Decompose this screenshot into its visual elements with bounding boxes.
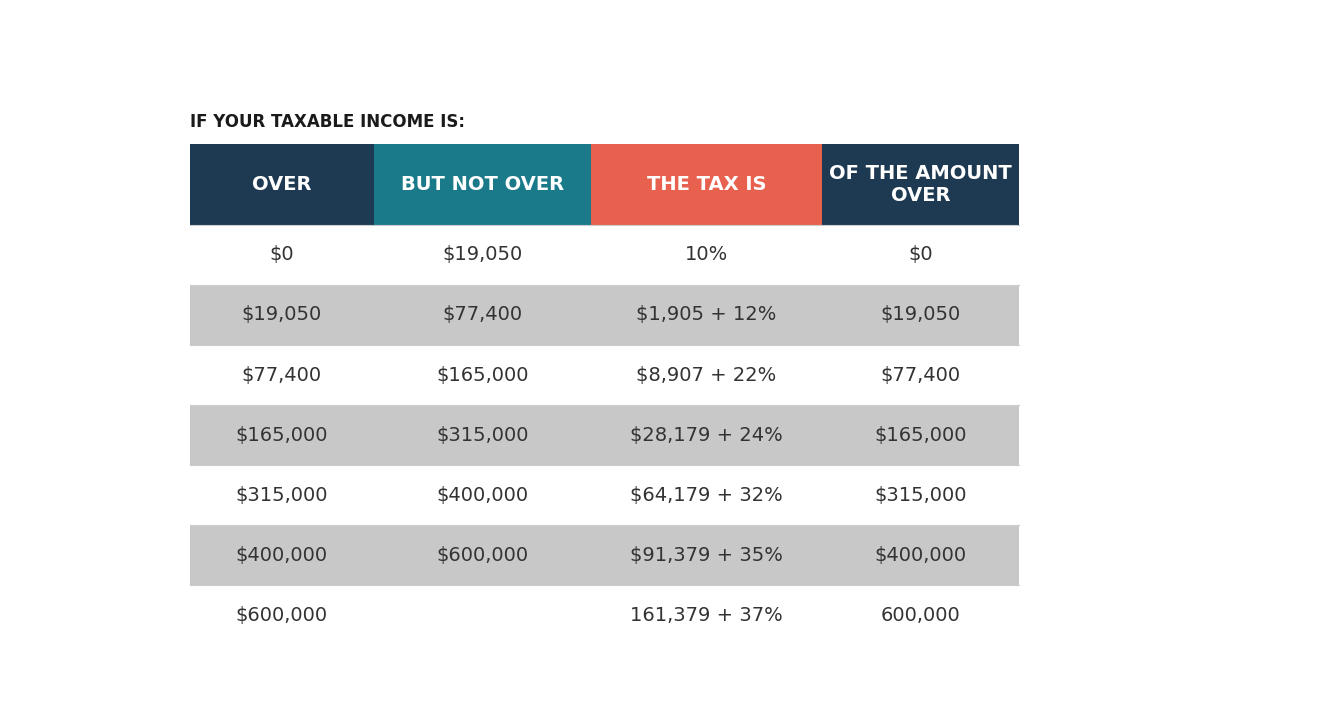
Text: 161,379 + 37%: 161,379 + 37% xyxy=(631,606,782,625)
Text: $400,000: $400,000 xyxy=(874,546,966,564)
Text: $64,179 + 32%: $64,179 + 32% xyxy=(631,485,782,505)
Text: $19,050: $19,050 xyxy=(443,245,523,265)
Text: BUT NOT OVER: BUT NOT OVER xyxy=(401,175,564,194)
Text: $165,000: $165,000 xyxy=(236,426,328,444)
Text: $0: $0 xyxy=(269,245,295,265)
Text: $400,000: $400,000 xyxy=(436,485,529,505)
Text: IF YOUR TAXABLE INCOME IS:: IF YOUR TAXABLE INCOME IS: xyxy=(189,113,465,132)
Text: OF THE AMOUNT
OVER: OF THE AMOUNT OVER xyxy=(829,164,1012,205)
Text: THE TAX IS: THE TAX IS xyxy=(647,175,766,194)
Bar xyxy=(189,225,1020,285)
Bar xyxy=(189,345,1020,405)
Text: $77,400: $77,400 xyxy=(880,365,961,385)
Text: $91,379 + 35%: $91,379 + 35% xyxy=(631,546,782,564)
Text: OVER: OVER xyxy=(252,175,312,194)
Text: $600,000: $600,000 xyxy=(436,546,529,564)
Text: 10%: 10% xyxy=(685,245,728,265)
Bar xyxy=(375,144,592,225)
Bar xyxy=(592,144,821,225)
Text: $0: $0 xyxy=(908,245,933,265)
Text: $77,400: $77,400 xyxy=(241,365,323,385)
Text: $8,907 + 22%: $8,907 + 22% xyxy=(636,365,777,385)
Text: $315,000: $315,000 xyxy=(236,485,328,505)
Bar xyxy=(189,465,1020,525)
Text: $165,000: $165,000 xyxy=(436,365,529,385)
Bar xyxy=(821,144,1020,225)
Text: $315,000: $315,000 xyxy=(436,426,529,444)
Text: $165,000: $165,000 xyxy=(874,426,966,444)
Bar xyxy=(189,405,1020,465)
Text: $19,050: $19,050 xyxy=(880,306,961,324)
Bar xyxy=(189,144,375,225)
Text: $600,000: $600,000 xyxy=(236,606,328,625)
Text: $315,000: $315,000 xyxy=(874,485,966,505)
Bar xyxy=(189,525,1020,585)
Bar xyxy=(189,285,1020,345)
Bar xyxy=(189,585,1020,645)
Text: $1,905 + 12%: $1,905 + 12% xyxy=(636,306,777,324)
Text: $77,400: $77,400 xyxy=(443,306,523,324)
Text: $400,000: $400,000 xyxy=(236,546,328,564)
Text: $28,179 + 24%: $28,179 + 24% xyxy=(631,426,782,444)
Text: $19,050: $19,050 xyxy=(241,306,323,324)
Text: 600,000: 600,000 xyxy=(881,606,960,625)
